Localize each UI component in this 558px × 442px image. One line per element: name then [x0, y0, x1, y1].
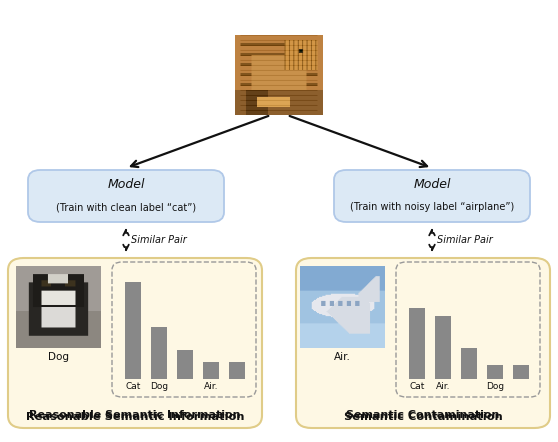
- Text: Cat: Cat: [126, 382, 141, 391]
- FancyBboxPatch shape: [28, 170, 224, 222]
- FancyBboxPatch shape: [177, 350, 194, 379]
- Text: (Train with noisy label “airplane”): (Train with noisy label “airplane”): [350, 202, 514, 213]
- Text: Semantic Contamination: Semantic Contamination: [344, 412, 502, 422]
- FancyBboxPatch shape: [124, 282, 141, 379]
- FancyBboxPatch shape: [513, 366, 530, 379]
- Text: Model: Model: [413, 178, 451, 191]
- Text: Air.: Air.: [436, 382, 450, 391]
- Text: Air.: Air.: [204, 382, 218, 391]
- FancyBboxPatch shape: [296, 258, 550, 428]
- Text: Model: Model: [107, 178, 145, 191]
- Text: Similar Pair: Similar Pair: [437, 235, 493, 245]
- FancyBboxPatch shape: [408, 308, 425, 379]
- FancyBboxPatch shape: [435, 316, 451, 379]
- Text: Dog: Dog: [150, 382, 168, 391]
- Text: Reasonable Semantic Information: Reasonable Semantic Information: [26, 412, 244, 422]
- Text: Similar Pair: Similar Pair: [131, 235, 187, 245]
- Text: Reasonable Semantic Information: Reasonable Semantic Information: [29, 410, 240, 420]
- FancyBboxPatch shape: [8, 258, 262, 428]
- Text: Semantic Contamination: Semantic Contamination: [347, 410, 499, 420]
- FancyBboxPatch shape: [151, 327, 167, 379]
- Text: (Train with clean label “cat”): (Train with clean label “cat”): [56, 202, 196, 213]
- FancyBboxPatch shape: [460, 347, 478, 379]
- FancyBboxPatch shape: [334, 170, 530, 222]
- FancyBboxPatch shape: [203, 362, 219, 379]
- FancyBboxPatch shape: [487, 366, 503, 379]
- Text: Dog: Dog: [48, 352, 69, 362]
- Text: Cat: Cat: [410, 382, 425, 391]
- Text: Dog: Dog: [486, 382, 504, 391]
- FancyBboxPatch shape: [229, 362, 246, 379]
- Text: Air.: Air.: [334, 352, 351, 362]
